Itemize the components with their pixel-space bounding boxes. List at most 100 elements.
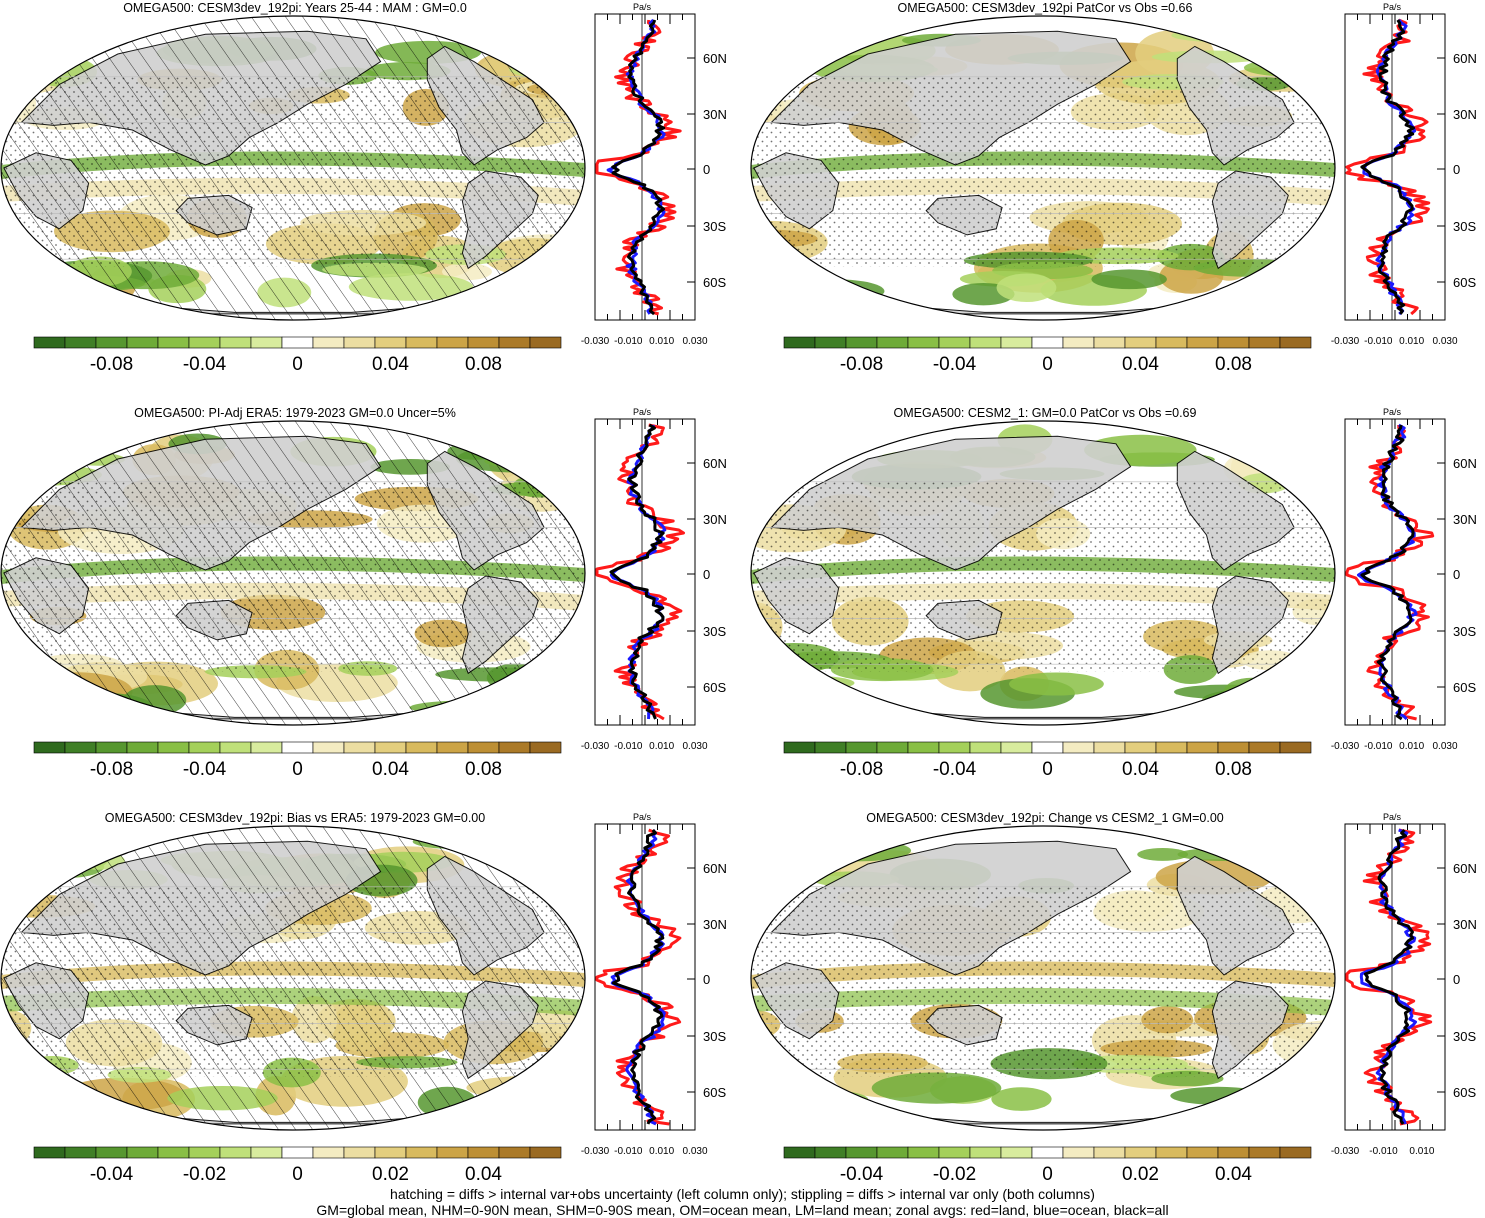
panel-3: OMEGA500: PI-Adj ERA5: 1979-2023 GM=0.0 … [0, 406, 727, 780]
panel-title: OMEGA500: CESM3dev_192pi PatCor vs Obs =… [898, 1, 1193, 15]
colorbar-swatch [1279, 741, 1312, 754]
panel-title: OMEGA500: CESM3dev_192pi: Years 25-44 : … [123, 1, 467, 15]
map-border [0, 15, 586, 321]
colorbar-swatch [1000, 336, 1033, 349]
colorbar-swatch [33, 336, 66, 349]
colorbar-swatch [876, 1146, 909, 1159]
profile-unit: Pa/s [1383, 407, 1402, 417]
colorbar-label: -0.04 [90, 1164, 134, 1185]
colorbar-swatch [343, 741, 376, 754]
panel-6: OMEGA500: CESM3dev_192pi: Change vs CESM… [750, 811, 1477, 1185]
zonal-profile: Pa/s 60N 30N 0 30S 60S -0.030 -0.010 0.010 [1331, 812, 1477, 1157]
profile-x-label: -0.030 [581, 336, 610, 347]
profile-lat-label: 0 [1453, 567, 1460, 582]
colorbar-label: 0 [1042, 759, 1053, 780]
colorbar-label: 0.08 [465, 354, 502, 375]
colorbar-swatch [157, 1146, 190, 1159]
colorbar-swatch [969, 1146, 1002, 1159]
world-map [751, 16, 1335, 320]
colorbar-swatch [1031, 741, 1064, 754]
profile-lat-label: 60N [703, 456, 727, 471]
colorbar-swatch [907, 336, 940, 349]
colorbar-label: -0.08 [90, 354, 133, 375]
land-zonal-line [1345, 828, 1433, 1126]
colorbar-swatch [64, 336, 97, 349]
colorbar-swatch [938, 741, 971, 754]
colorbar-swatch [529, 741, 562, 754]
colorbar-label: -0.04 [933, 354, 977, 375]
colorbar-swatch [95, 336, 128, 349]
colorbar-swatch [498, 336, 531, 349]
profile-lat-label: 60S [703, 1085, 726, 1100]
colorbar-swatch [374, 336, 407, 349]
colorbar-swatch [1124, 1146, 1157, 1159]
profile-lat-label: 60N [703, 861, 727, 876]
colorbar: -0.04 -0.02 0 0.02 0.04 [33, 1146, 562, 1185]
colorbar-swatch [343, 1146, 376, 1159]
colorbar-swatch [1000, 741, 1033, 754]
colorbar-swatch [1062, 1146, 1095, 1159]
colorbar-swatch [1155, 336, 1188, 349]
profile-unit: Pa/s [1383, 2, 1402, 12]
colorbar-swatch [1217, 741, 1250, 754]
colorbar-swatch [1217, 1146, 1250, 1159]
colorbar-swatch [845, 741, 878, 754]
panel-title: OMEGA500: CESM3dev_192pi: Change vs CESM… [866, 811, 1224, 825]
profile-lat-label: 0 [703, 162, 710, 177]
colorbar-swatch [374, 741, 407, 754]
world-map [1, 421, 585, 725]
colorbar-label: 0.08 [1215, 759, 1252, 780]
colorbar-swatch [157, 741, 190, 754]
footer-line-2: GM=global mean, NHM=0-90N mean, SHM=0-90… [316, 1202, 1169, 1218]
colorbar-swatch [1279, 1146, 1312, 1159]
colorbar-label: 0.02 [1122, 1164, 1159, 1185]
profile-x-label: -0.030 [1331, 1146, 1360, 1157]
profile-x-label: 0.030 [1432, 741, 1457, 752]
colorbar-swatch [845, 336, 878, 349]
colorbar-swatch [219, 336, 252, 349]
colorbar-swatch [783, 336, 816, 349]
profile-x-label: -0.010 [1369, 1146, 1398, 1157]
profile-x-label: -0.010 [614, 741, 643, 752]
map-border [0, 825, 586, 1131]
colorbar-swatch [529, 1146, 562, 1159]
footer-line-1: hatching = diffs > internal var+obs unce… [390, 1186, 1095, 1202]
profile-lat-label: 60N [1453, 861, 1477, 876]
profile-lat-label: 60N [703, 51, 727, 66]
colorbar-swatch [126, 741, 159, 754]
profile-x-label: -0.030 [581, 741, 610, 752]
colorbar-label: -0.08 [840, 354, 883, 375]
profile-x-label: -0.010 [1364, 336, 1393, 347]
colorbar-swatch [126, 336, 159, 349]
colorbar-swatch [1093, 1146, 1126, 1159]
panel-4: OMEGA500: CESM2_1: GM=0.0 PatCor vs Obs … [750, 406, 1477, 780]
panel-5: OMEGA500: CESM3dev_192pi: Bias vs ERA5: … [0, 811, 727, 1185]
colorbar-swatch [1124, 336, 1157, 349]
colorbar-swatch [281, 1146, 314, 1159]
colorbar-swatch [814, 336, 847, 349]
colorbar-swatch [1000, 1146, 1033, 1159]
colorbar-swatch [498, 1146, 531, 1159]
profile-x-label: 0.010 [1399, 336, 1424, 347]
zonal-profile: Pa/s 60N 30N 0 30S 60S -0.030 -0.010 0.010 0.030 [1331, 407, 1477, 752]
all-zonal-line [1360, 424, 1415, 721]
colorbar-swatch [467, 1146, 500, 1159]
colorbar-swatch [219, 741, 252, 754]
colorbar-label: -0.04 [183, 354, 227, 375]
profile-x-label: -0.030 [1331, 741, 1360, 752]
colorbar-label: 0.04 [1215, 1164, 1252, 1185]
profile-lat-label: 0 [1453, 162, 1460, 177]
profile-x-label: 0.030 [682, 1146, 707, 1157]
profile-x-label: 0.010 [649, 336, 674, 347]
colorbar-label: 0 [292, 759, 303, 780]
colorbar-swatch [1062, 741, 1095, 754]
colorbar-swatch [250, 1146, 283, 1159]
colorbar-label: 0 [292, 354, 303, 375]
colorbar-label: 0 [1042, 1164, 1053, 1185]
colorbar-swatch [374, 1146, 407, 1159]
panel-title: OMEGA500: PI-Adj ERA5: 1979-2023 GM=0.0 … [134, 406, 456, 420]
profile-x-label: 0.010 [649, 741, 674, 752]
colorbar-swatch [250, 336, 283, 349]
profile-lat-label: 60S [1453, 1085, 1476, 1100]
colorbar-swatch [1248, 741, 1281, 754]
